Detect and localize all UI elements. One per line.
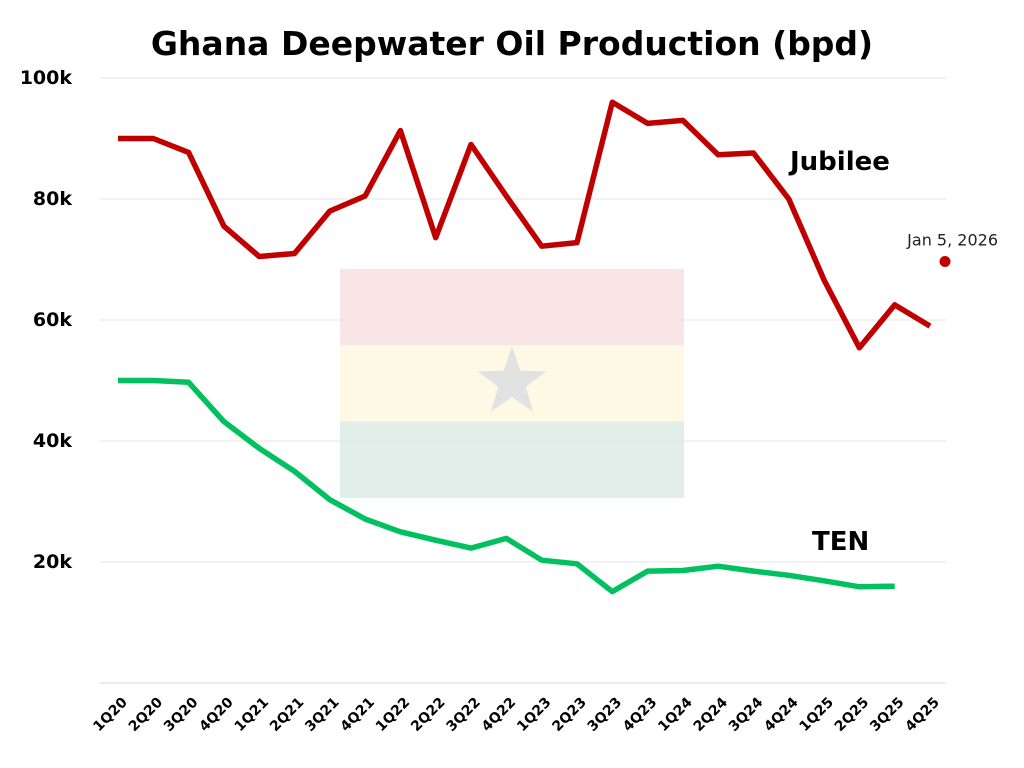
x-tick-label: 3Q23 [585, 695, 625, 735]
chart-title: Ghana Deepwater Oil Production (bpd) [151, 24, 873, 63]
axes: 1Q202Q203Q204Q201Q212Q213Q214Q211Q222Q22… [90, 682, 946, 735]
x-tick-label: 3Q20 [161, 694, 202, 735]
ghana-flag-watermark [340, 269, 684, 498]
x-tick-label: 1Q22 [373, 695, 413, 735]
x-tick-label: 2Q20 [126, 694, 167, 735]
x-tick-label: 2Q25 [832, 695, 872, 735]
x-tick-label: 4Q21 [338, 695, 378, 735]
annotation-point [939, 256, 951, 267]
annotation-label: Jan 5, 2026 [906, 231, 998, 250]
x-tick-label: 2Q23 [549, 695, 589, 735]
flag-stripe-2 [340, 345, 684, 422]
x-tick-label: 4Q20 [196, 694, 237, 735]
x-tick-label: 4Q22 [479, 695, 519, 735]
x-tick-label: 1Q25 [797, 695, 837, 735]
y-tick-label: 40k [33, 430, 72, 452]
flag-stripe-3 [340, 421, 684, 498]
flag-stripe-1 [340, 269, 684, 346]
x-tick-label: 3Q24 [726, 694, 767, 735]
x-tick-label: 2Q21 [267, 695, 307, 735]
x-tick-label: 4Q25 [902, 695, 942, 735]
series-label-ten: TEN [812, 527, 869, 557]
star-icon [477, 346, 547, 412]
series-labels: Jubilee TEN [788, 147, 890, 557]
x-tick-label: 3Q21 [302, 695, 342, 735]
x-tick-label: 2Q22 [408, 695, 448, 735]
x-tick-label: 1Q24 [655, 694, 696, 735]
series-lines [118, 99, 932, 595]
y-tick-label: 60k [33, 309, 72, 331]
gridlines: 20k 40k 60k 80k 100k [20, 67, 946, 573]
y-tick-label: 100k [20, 67, 73, 89]
series-line-jubilee [118, 99, 932, 351]
annotations: Jan 5, 2026 [906, 231, 998, 267]
x-tick-label: 3Q22 [443, 695, 483, 735]
series-line-ten [118, 377, 895, 595]
x-tick-label: 4Q23 [620, 695, 660, 735]
x-tick-label: 1Q21 [232, 695, 272, 735]
x-tick-label: 1Q23 [514, 695, 554, 735]
x-tick-label: 3Q25 [867, 695, 907, 735]
y-tick-label: 20k [33, 551, 72, 573]
series-label-jubilee: Jubilee [788, 147, 890, 177]
x-tick-label: 1Q20 [90, 694, 131, 735]
y-tick-label: 80k [33, 188, 72, 210]
x-tick-label: 4Q24 [761, 694, 802, 735]
x-tick-label: 2Q24 [691, 694, 732, 735]
